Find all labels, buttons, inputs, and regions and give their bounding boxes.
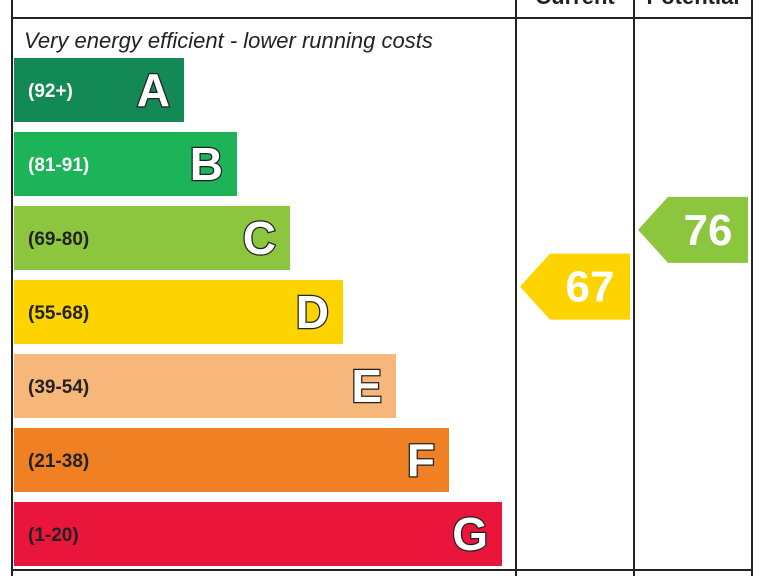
current-rating-value: 67 (566, 263, 615, 312)
rating-markers: 67 76 (520, 196, 748, 320)
band-range-f: (21-38) (28, 451, 89, 472)
band-letter-b: B (190, 138, 223, 190)
band-letter-a: A (137, 64, 170, 116)
band-bar-e (14, 354, 396, 418)
band-letter-e: E (351, 360, 382, 412)
band-letter-c: C (243, 212, 276, 264)
band-bar-g (14, 502, 502, 566)
potential-column-header: Potential (647, 0, 740, 9)
band-bar-f (14, 428, 449, 492)
band-range-e: (39-54) (28, 377, 89, 398)
band-range-d: (55-68) (28, 303, 89, 324)
efficiency-caption: Very energy efficient - lower running co… (24, 28, 433, 53)
chart-frame (11, 0, 753, 576)
current-rating-arrow (520, 253, 630, 320)
band-range-g: (1-20) (28, 525, 79, 546)
band-bar-c (14, 206, 290, 270)
band-range-a: (92+) (28, 81, 73, 102)
band-letter-g: G (452, 508, 488, 560)
potential-rating-arrow (638, 196, 748, 263)
potential-rating-value: 76 (684, 206, 733, 255)
band-letter-d: D (296, 286, 329, 338)
band-bar-d (14, 280, 343, 344)
rating-bands: (92+) A (81-91) B (69-80) C (55-68) D (39-54) E (2… (14, 58, 502, 566)
band-bar-b (14, 132, 237, 196)
band-range-c: (69-80) (28, 229, 89, 250)
band-letter-f: F (407, 434, 435, 486)
current-column-header: Current (535, 0, 615, 9)
band-bar-a (14, 58, 184, 122)
band-range-b: (81-91) (28, 155, 89, 176)
